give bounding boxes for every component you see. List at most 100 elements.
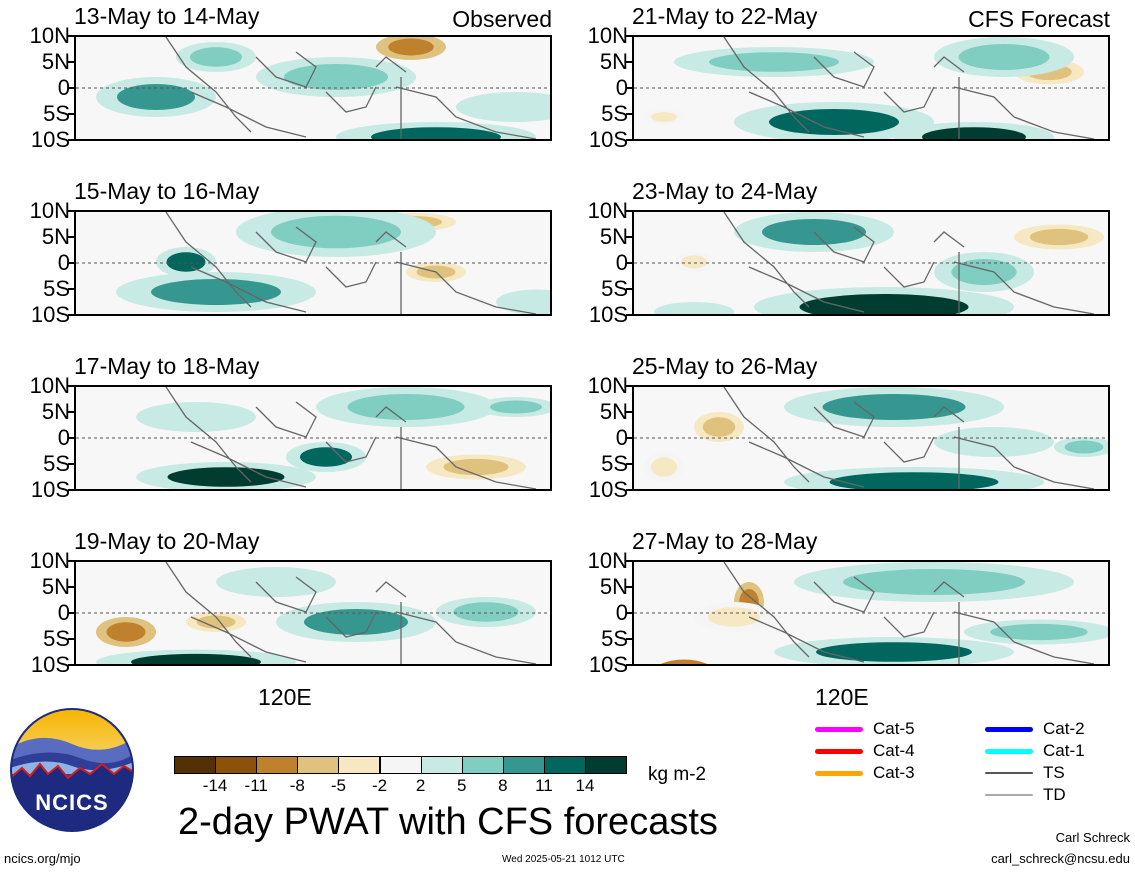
legend-line-swatch (815, 748, 863, 754)
y-axis-label: 10S (588, 477, 628, 502)
y-tick (626, 664, 632, 666)
pwat-anomaly-region (769, 109, 899, 135)
map-panel-6 (632, 210, 1110, 316)
panel-date-range: 25-May to 26-May (632, 353, 818, 379)
coastline (723, 37, 1095, 139)
y-axis-label: 0 (57, 600, 70, 625)
y-axis-label: 10S (588, 302, 628, 327)
legend-label: Cat-2 (1043, 719, 1085, 738)
colorbar-units: kg m-2 (648, 764, 707, 785)
pwat-field (634, 212, 1108, 314)
y-axis-label: 0 (615, 250, 628, 275)
y-axis-label: 5S (601, 276, 628, 301)
footer-author: Carl Schreck (1055, 830, 1130, 845)
y-axis-label: 10N (29, 23, 70, 48)
coastline (165, 37, 537, 139)
pwat-anomaly-region (651, 112, 677, 122)
panel-source-tag: Observed (452, 6, 552, 32)
y-tick (626, 210, 632, 212)
pwat-anomaly-region (284, 64, 388, 90)
y-axis-label: 10N (587, 23, 628, 48)
legend-label: TD (1043, 785, 1066, 804)
y-tick (626, 638, 632, 640)
colorbar-swatch (297, 756, 340, 774)
colorbar-swatch (256, 756, 299, 774)
panel-date-range: 27-May to 28-May (632, 528, 818, 554)
legend-line-swatch (985, 772, 1033, 774)
panel-date-range: 23-May to 24-May (632, 178, 818, 204)
legend-item: Cat-5 (815, 719, 915, 739)
y-tick (68, 612, 74, 614)
map-panel-7 (632, 385, 1110, 491)
pwat-anomaly-region (922, 127, 1026, 139)
legend-label: Cat-1 (1043, 741, 1085, 760)
pwat-anomaly-region (477, 97, 550, 117)
colorbar-swatch (502, 756, 545, 774)
colorbar-swatch (174, 756, 217, 774)
panel-source-tag: CFS Forecast (968, 6, 1110, 32)
pwat-anomaly-region (702, 417, 736, 437)
colorbar-tick-label: -5 (330, 776, 346, 795)
coastline (165, 562, 537, 664)
pwat-anomaly-region (955, 432, 1033, 452)
y-tick (68, 61, 74, 63)
pwat-field (76, 212, 550, 314)
legend-line-swatch (815, 770, 863, 776)
colorbar-tick-label: 8 (498, 776, 508, 795)
legend-label: Cat-3 (873, 763, 915, 782)
pwat-anomaly-region (651, 457, 677, 477)
colorbar-swatch (543, 756, 586, 774)
y-axis-label: 10N (587, 373, 628, 398)
pwat-anomaly-region (371, 127, 501, 139)
y-axis-label: 0 (57, 250, 70, 275)
map-panel-4 (74, 560, 552, 666)
pwat-anomaly-region (131, 653, 261, 664)
pwat-anomaly-region (304, 609, 408, 635)
y-axis-label: 5N (599, 399, 628, 424)
y-axis-label: 5S (43, 451, 70, 476)
pwat-anomaly-region (237, 572, 315, 592)
legend-line-swatch (815, 726, 863, 732)
legend-label: Cat-4 (873, 741, 915, 760)
pwat-anomaly-region (660, 659, 708, 664)
map-panel-5 (632, 35, 1110, 141)
y-axis-label: 5S (601, 101, 628, 126)
y-tick (68, 87, 74, 89)
pwat-anomaly-region (347, 394, 465, 420)
colorbar-tick-label: 11 (535, 776, 553, 795)
y-tick (68, 385, 74, 387)
y-tick (68, 314, 74, 316)
y-tick (626, 463, 632, 465)
colorbar-swatch (461, 756, 504, 774)
colorbar-swatch (215, 756, 258, 774)
coastline (165, 212, 537, 314)
panel-date-range: 15-May to 16-May (74, 178, 260, 204)
coastline (723, 212, 1095, 314)
colorbar-swatch (338, 756, 381, 774)
footer-timestamp: Wed 2025-05-21 1012 UTC (502, 854, 625, 865)
panel-date-range: 13-May to 14-May (74, 3, 260, 29)
pwat-anomaly-region (822, 394, 966, 420)
y-axis-label: 10S (30, 302, 70, 327)
y-tick (68, 463, 74, 465)
panel-date-range: 19-May to 20-May (74, 528, 260, 554)
y-tick (626, 139, 632, 141)
y-tick (626, 314, 632, 316)
pwat-anomaly-region (843, 569, 1025, 595)
pwat-anomaly-region (829, 472, 999, 489)
pwat-anomaly-region (453, 602, 519, 622)
coastline (723, 562, 1095, 664)
pwat-anomaly-region (166, 252, 206, 272)
y-axis-label: 10N (29, 373, 70, 398)
footer-email: carl_schreck@ncsu.edu (991, 851, 1130, 866)
panel-date-range: 21-May to 22-May (632, 3, 818, 29)
colorbar-tick-label: 5 (456, 776, 467, 795)
pwat-field (76, 562, 550, 664)
y-axis-label: 5N (41, 224, 70, 249)
y-tick (68, 35, 74, 37)
y-axis-label: 10S (588, 652, 628, 677)
map-panel-2 (74, 210, 552, 316)
pwat-anomaly-region (106, 622, 146, 642)
y-tick (626, 437, 632, 439)
pwat-anomaly-region (117, 84, 195, 110)
